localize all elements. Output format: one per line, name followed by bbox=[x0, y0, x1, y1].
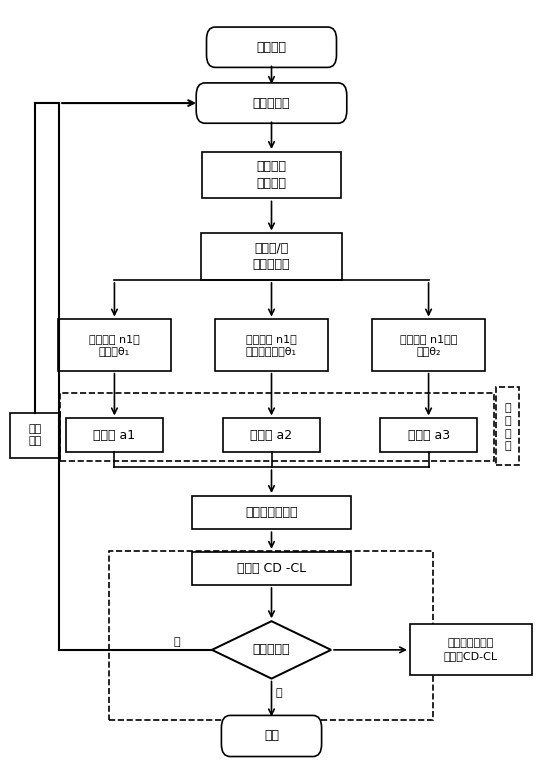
Text: 选取
速度: 选取 速度 bbox=[28, 423, 41, 447]
Bar bbox=[496, 387, 519, 465]
Bar bbox=[215, 319, 328, 371]
Bar bbox=[192, 552, 351, 585]
Text: 加速度 a1: 加速度 a1 bbox=[93, 429, 136, 441]
Text: 选取转速
和俯仰角: 选取转速 和俯仰角 bbox=[256, 161, 287, 190]
Text: 是: 是 bbox=[173, 637, 180, 647]
Text: 选取机场: 选取机场 bbox=[256, 40, 287, 54]
Bar bbox=[10, 413, 60, 458]
FancyBboxPatch shape bbox=[222, 716, 321, 757]
Text: 否: 否 bbox=[276, 688, 282, 698]
Bar bbox=[410, 624, 532, 675]
Text: 转速分别 n1，
关车，俯仰角θ₁: 转速分别 n1， 关车，俯仰角θ₁ bbox=[246, 333, 297, 357]
Bar bbox=[58, 319, 171, 371]
Text: 转速均为 n1，俯
仰角θ₂: 转速均为 n1，俯 仰角θ₂ bbox=[400, 333, 457, 357]
Bar bbox=[223, 418, 320, 451]
FancyBboxPatch shape bbox=[196, 83, 347, 124]
Bar bbox=[372, 319, 485, 371]
Bar bbox=[66, 418, 163, 451]
Text: 进行加/减
速滑行测试: 进行加/减 速滑行测试 bbox=[252, 242, 291, 271]
Text: 转速均为 n1，
俯仰角θ₁: 转速均为 n1， 俯仰角θ₁ bbox=[89, 333, 140, 357]
Text: 联立组成方程组: 联立组成方程组 bbox=[245, 506, 298, 519]
Text: 是否变速度: 是否变速度 bbox=[252, 643, 291, 657]
Text: 结束: 结束 bbox=[264, 730, 279, 743]
Text: 同
一
速
度: 同 一 速 度 bbox=[504, 403, 511, 451]
FancyBboxPatch shape bbox=[206, 27, 337, 68]
Text: 选取速度点: 选取速度点 bbox=[252, 96, 291, 110]
Polygon shape bbox=[212, 621, 331, 678]
Bar bbox=[192, 496, 351, 529]
Bar bbox=[203, 152, 340, 198]
Text: 求解出 CD -CL: 求解出 CD -CL bbox=[237, 562, 306, 575]
Bar bbox=[201, 233, 342, 280]
Bar bbox=[380, 418, 477, 451]
Text: 相同高度，不同
速度的CD-CL: 相同高度，不同 速度的CD-CL bbox=[444, 639, 498, 661]
Text: 加速度 a2: 加速度 a2 bbox=[250, 429, 293, 441]
Bar bbox=[109, 551, 433, 720]
Text: 加速度 a3: 加速度 a3 bbox=[407, 429, 450, 441]
Bar bbox=[60, 393, 494, 462]
